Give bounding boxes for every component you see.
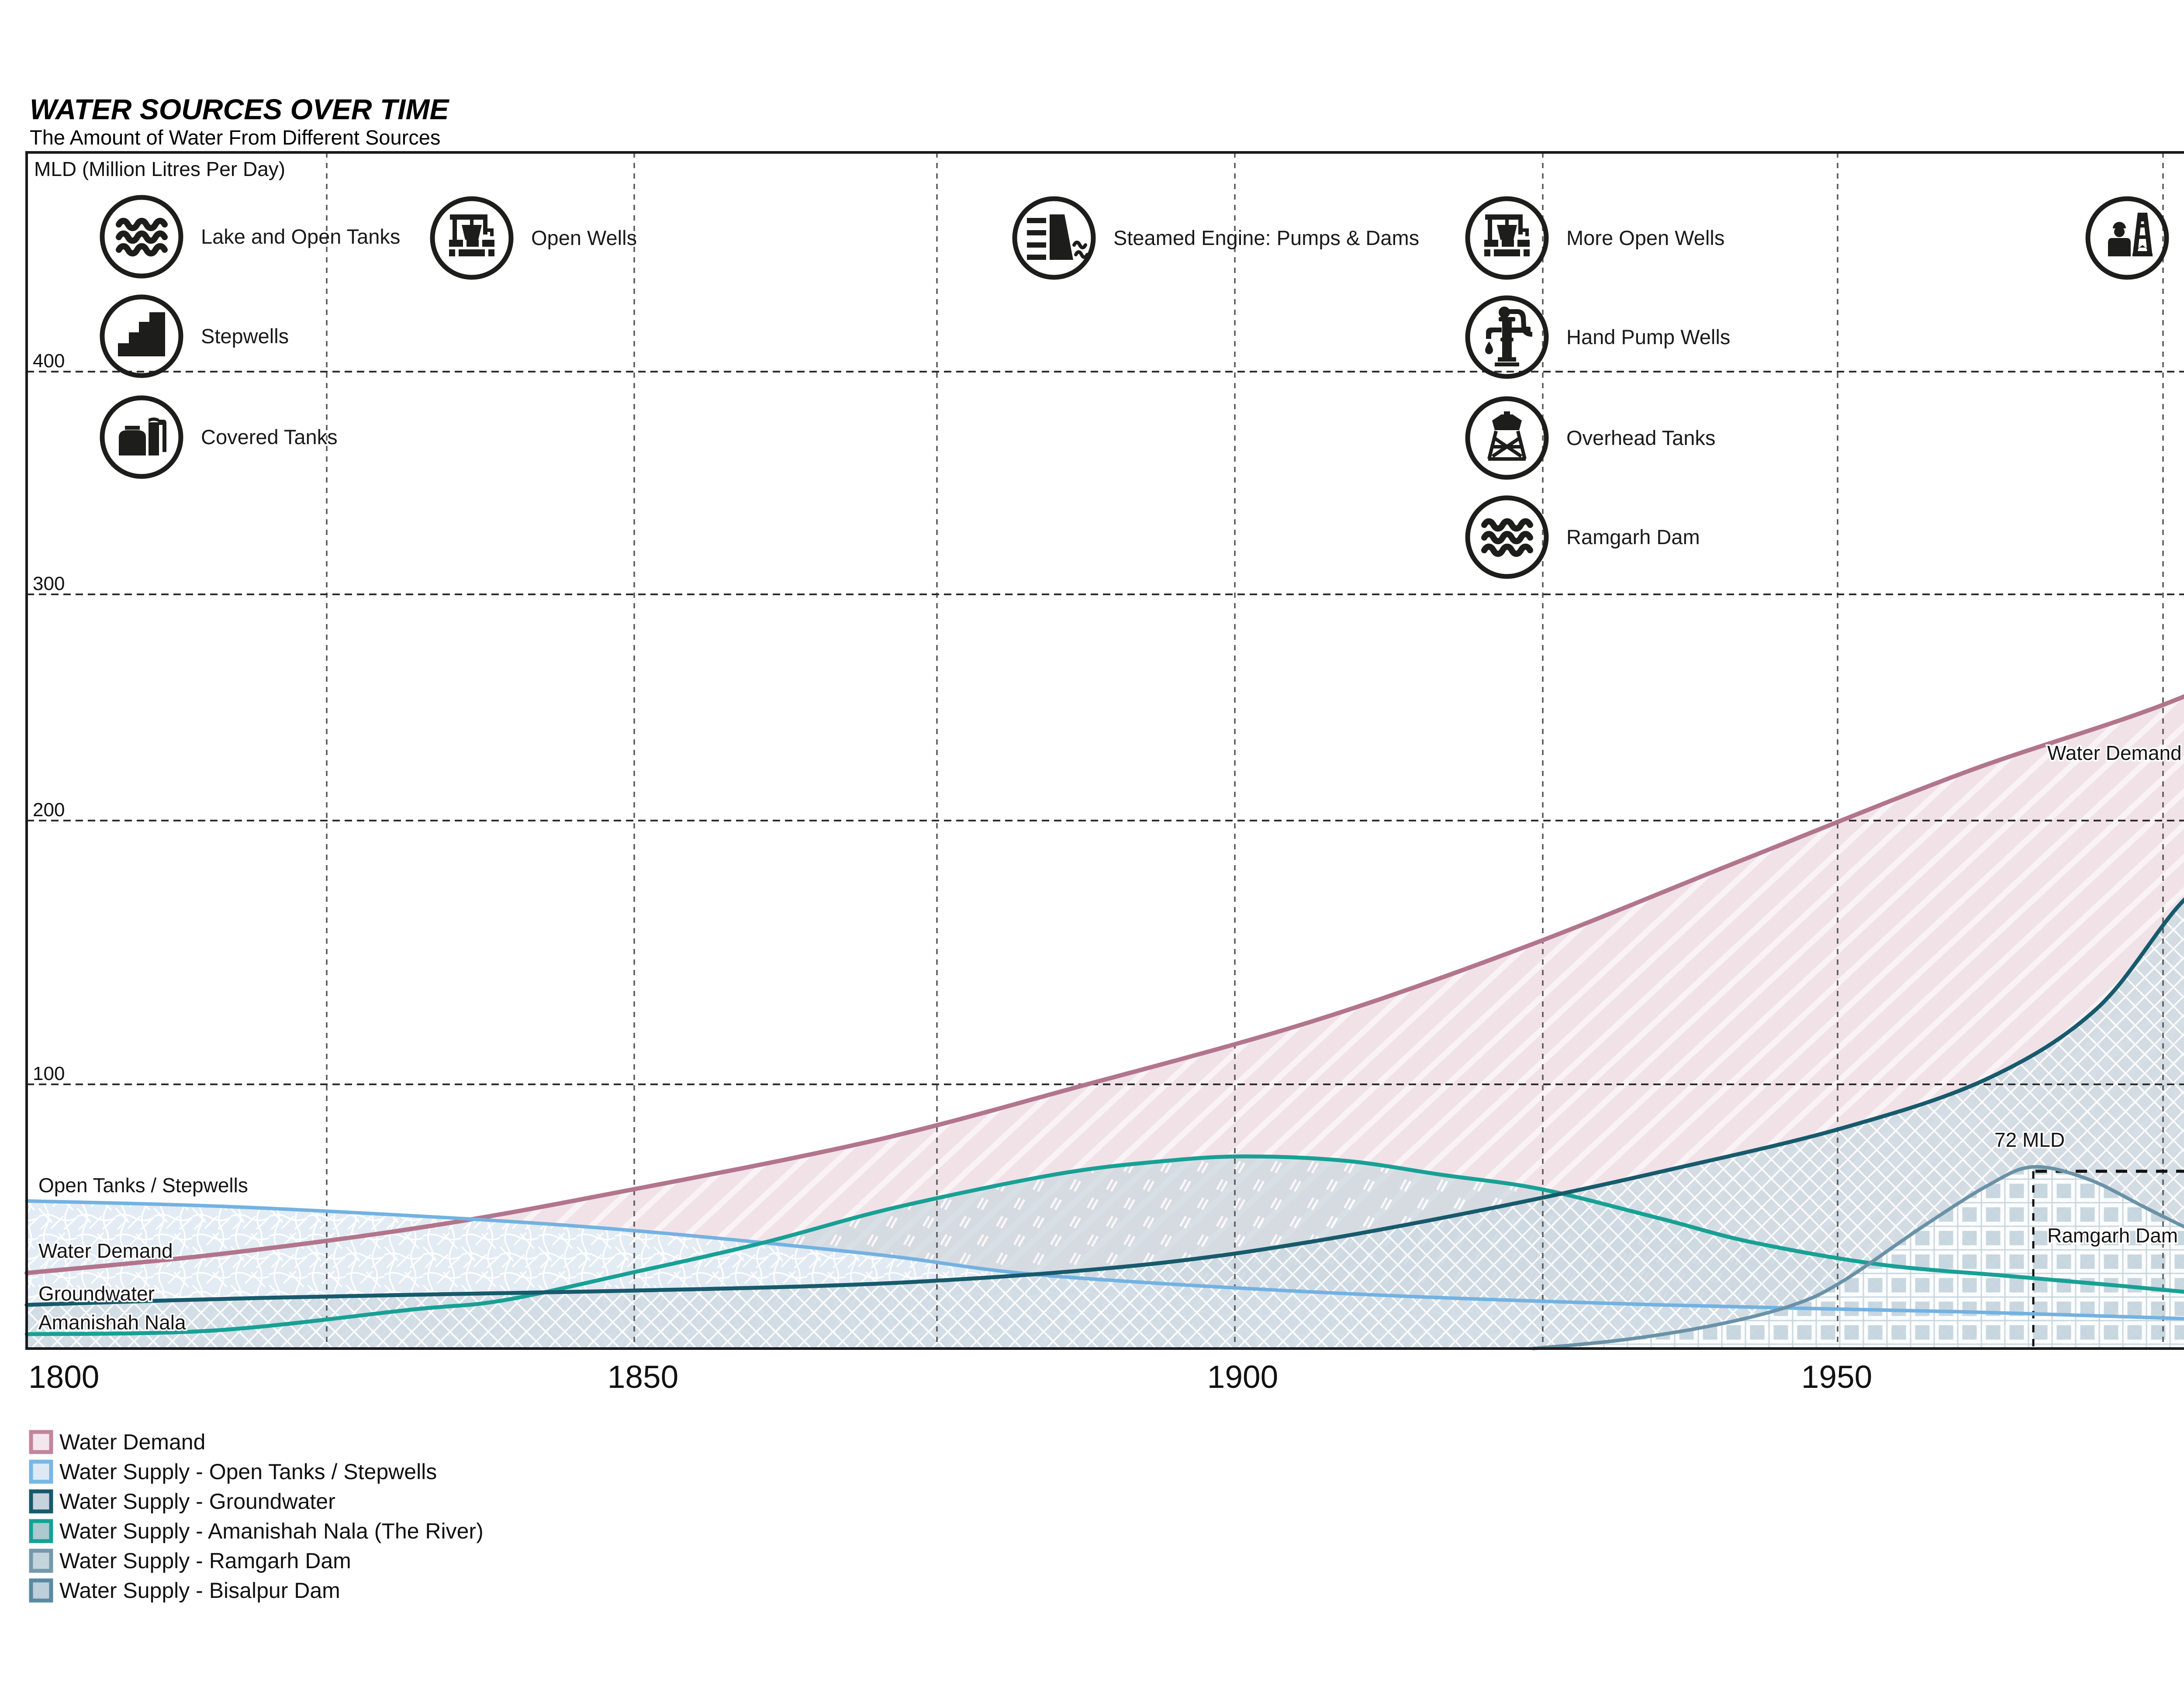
svg-text:Open Tanks / Stepwells: Open Tanks / Stepwells [38, 1174, 248, 1197]
svg-text:Lake and Open Tanks: Lake and Open Tanks [201, 225, 400, 248]
svg-text:Hand Pump Wells: Hand Pump Wells [1566, 325, 1730, 348]
svg-text:Open Wells: Open Wells [531, 226, 637, 249]
svg-text:Water Supply - Groundwater: Water Supply - Groundwater [59, 1489, 335, 1514]
svg-text:Ramgarh Dam: Ramgarh Dam [1566, 525, 1700, 549]
svg-text:Overhead Tanks: Overhead Tanks [1566, 426, 1715, 449]
svg-text:Water Supply - Amanishah Nala: Water Supply - Amanishah Nala (The River… [59, 1519, 484, 1543]
svg-text:Groundwater: Groundwater [38, 1282, 155, 1305]
svg-text:72 MLD: 72 MLD [1994, 1128, 2065, 1151]
svg-text:Water Demand: Water Demand [38, 1239, 173, 1262]
svg-text:Water Demand: Water Demand [2047, 742, 2182, 764]
svg-text:1800: 1800 [28, 1359, 99, 1395]
svg-text:Water Demand: Water Demand [59, 1430, 205, 1454]
svg-text:Covered Tanks: Covered Tanks [201, 425, 338, 448]
svg-text:300: 300 [33, 573, 65, 594]
svg-text:More Open Wells: More Open Wells [1566, 226, 1724, 249]
svg-text:1900: 1900 [1207, 1359, 1278, 1395]
svg-text:Ramgarh Dam: Ramgarh Dam [2047, 1224, 2178, 1247]
svg-text:200: 200 [33, 799, 65, 821]
svg-text:The Amount of Water From Diffe: The Amount of Water From Different Sourc… [30, 126, 440, 149]
svg-text:Steamed Engine: Pumps & Dams: Steamed Engine: Pumps & Dams [1113, 226, 1419, 249]
svg-text:Stepwells: Stepwells [201, 324, 289, 348]
svg-text:Water Supply - Ramgarh Dam: Water Supply - Ramgarh Dam [59, 1549, 351, 1573]
svg-text:1950: 1950 [1801, 1359, 1872, 1395]
svg-text:WATER SOURCES OVER TIME: WATER SOURCES OVER TIME [30, 93, 449, 125]
svg-text:1850: 1850 [608, 1359, 678, 1395]
svg-text:MLD (Million Litres Per Day): MLD (Million Litres Per Day) [34, 158, 285, 180]
svg-text:Water Supply - Open Tanks / St: Water Supply - Open Tanks / Stepwells [59, 1459, 437, 1484]
svg-text:100: 100 [33, 1063, 65, 1084]
svg-text:Amanishah Nala: Amanishah Nala [38, 1311, 186, 1334]
svg-text:Water Supply - Bisalpur Dam: Water Supply - Bisalpur Dam [59, 1578, 340, 1603]
svg-text:400: 400 [33, 350, 65, 372]
